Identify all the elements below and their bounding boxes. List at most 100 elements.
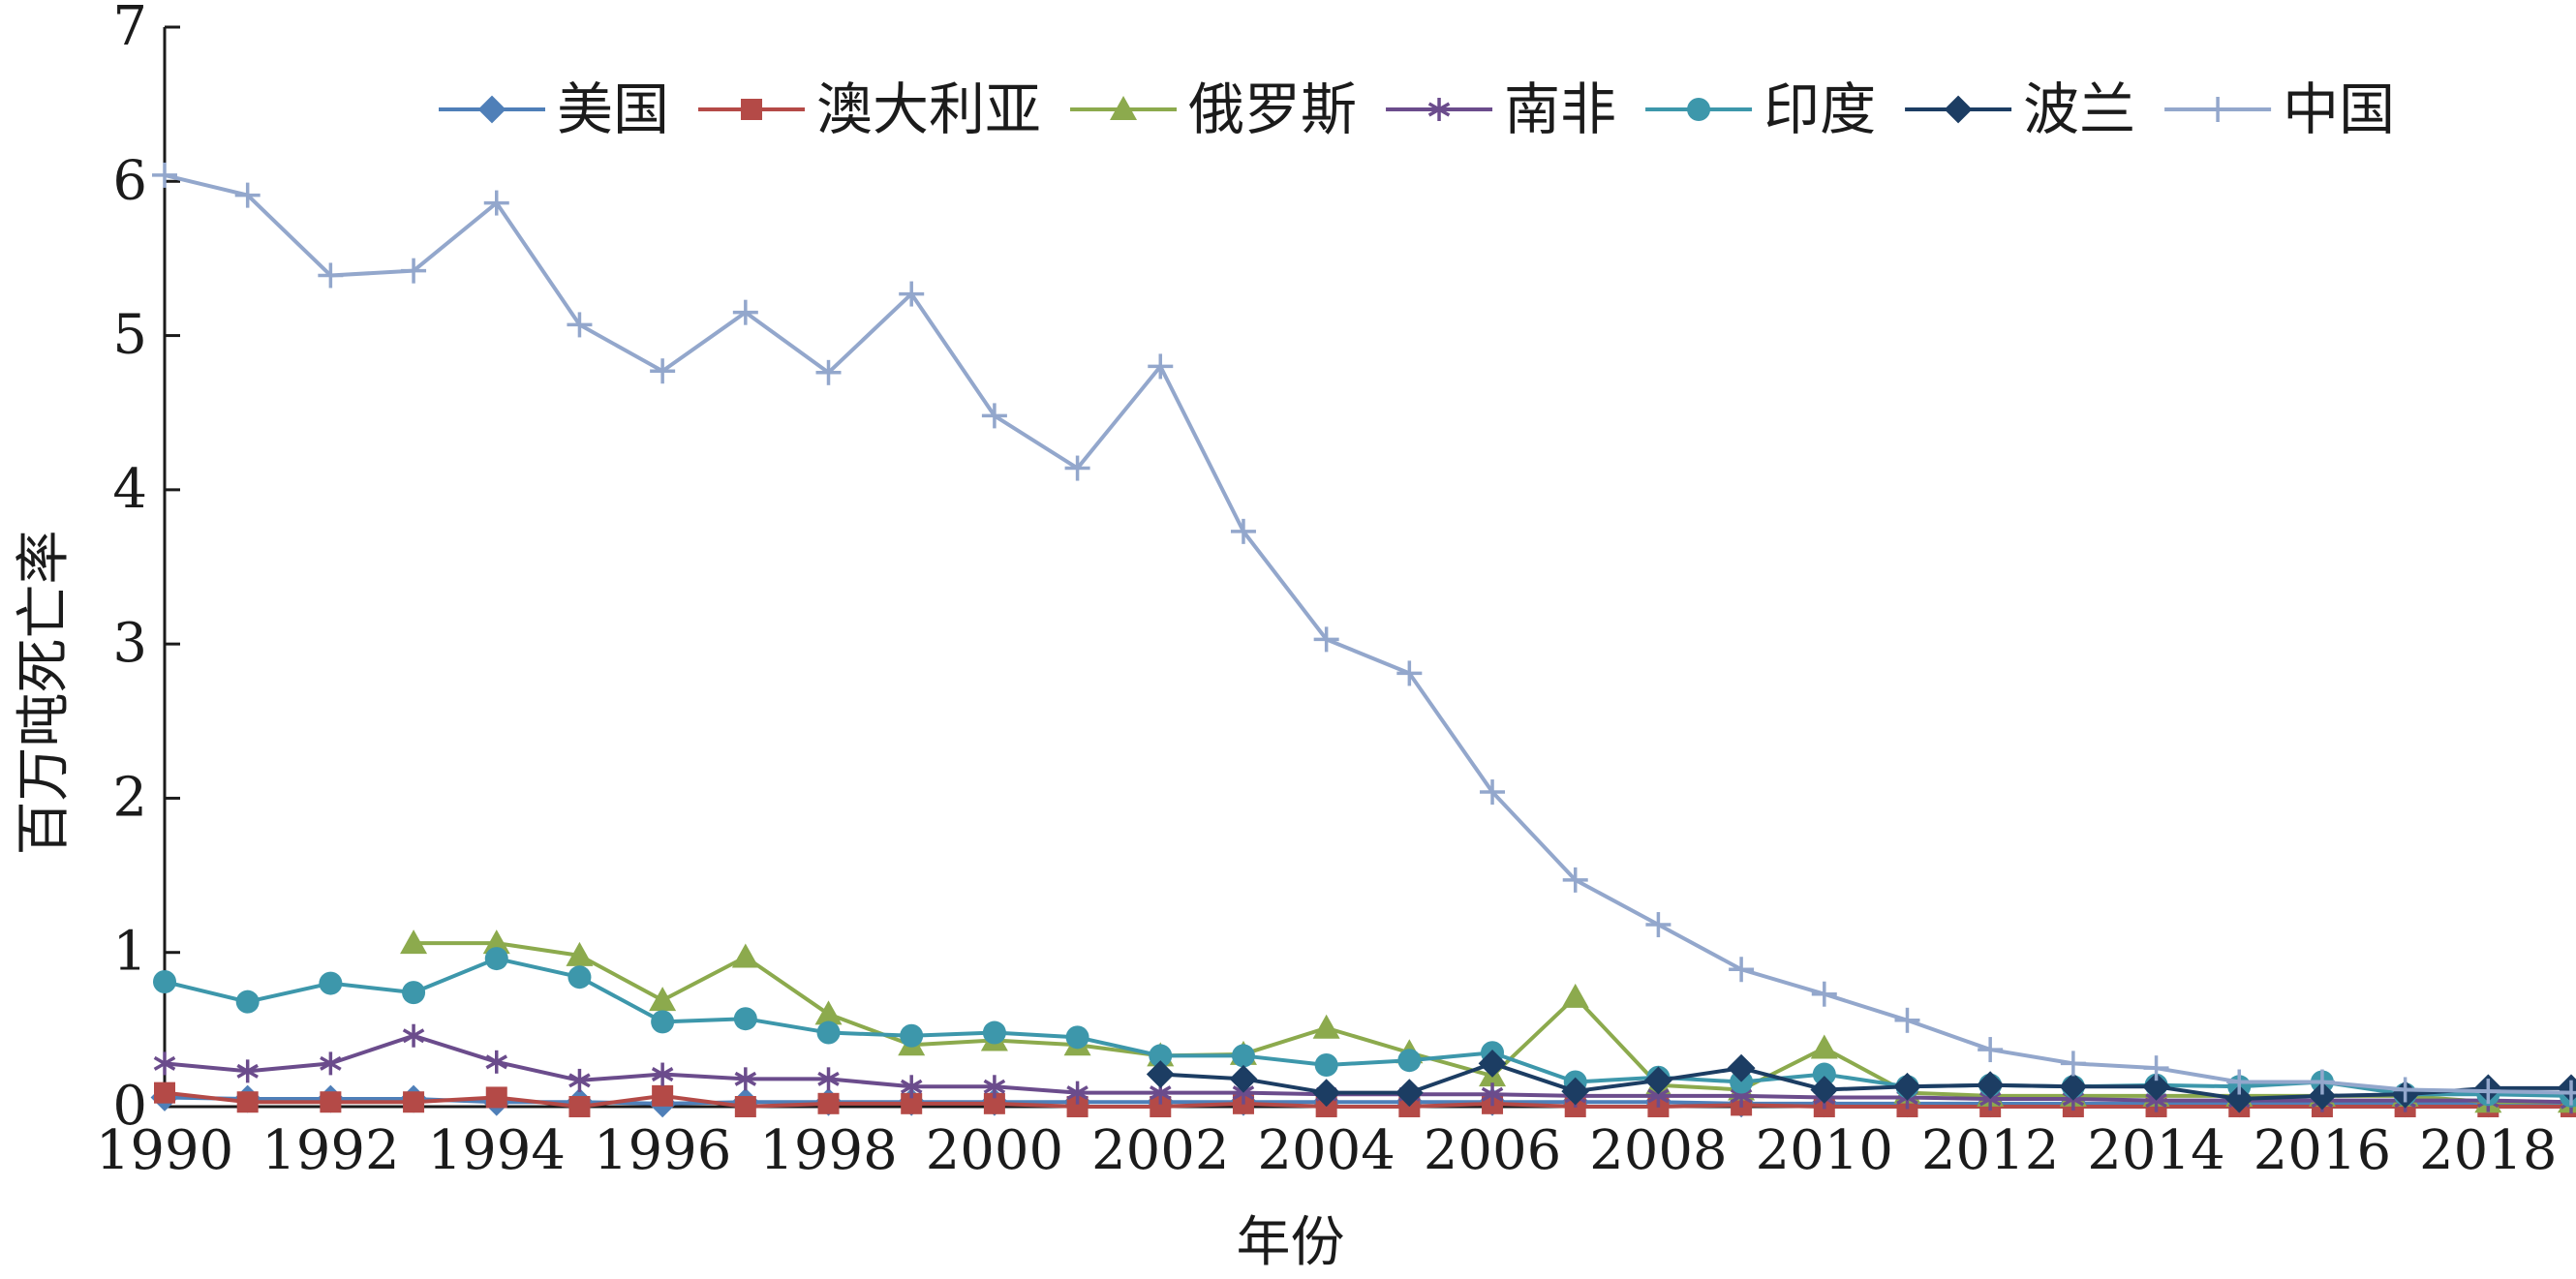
data-point <box>651 1010 675 1034</box>
data-point <box>2142 1072 2170 1101</box>
data-point <box>1480 779 1506 806</box>
data-point <box>2308 1081 2337 1111</box>
data-point <box>734 1067 757 1091</box>
data-point <box>318 262 344 289</box>
data-point <box>1312 1079 1341 1108</box>
data-point <box>153 1051 176 1076</box>
asterisk-marker-stroke <box>734 1071 757 1086</box>
asterisk-marker-stroke <box>1427 102 1451 117</box>
data-point <box>1727 1053 1756 1082</box>
data-point <box>817 1092 840 1114</box>
data-point <box>2224 1084 2254 1113</box>
legend-marker <box>1427 98 1451 121</box>
data-point <box>1396 660 1423 686</box>
series-line <box>164 1090 2571 1109</box>
data-point <box>1478 1049 1507 1078</box>
data-point <box>733 1007 757 1031</box>
asterisk-marker-stroke <box>651 1067 674 1082</box>
data-point <box>154 1081 175 1104</box>
y-tick-label: 7 <box>112 0 147 58</box>
x-tick-label: 2000 <box>926 1119 1064 1182</box>
data-point <box>1645 912 1671 938</box>
x-tick-label: 1994 <box>428 1119 567 1182</box>
legend-item: 中国 <box>2164 76 2395 142</box>
x-tick-label: 2014 <box>2087 1119 2225 1182</box>
legend-item: 南非 <box>1386 76 1616 142</box>
legend-marker <box>477 95 506 124</box>
series-line <box>164 172 2572 1095</box>
data-point <box>566 941 594 966</box>
data-point <box>402 981 426 1005</box>
data-point <box>2309 1069 2335 1095</box>
x-tick-label: 2004 <box>1257 1119 1395 1182</box>
data-point <box>403 1091 425 1113</box>
data-point <box>1978 1037 2004 1063</box>
data-point <box>732 299 758 325</box>
y-tick-label: 0 <box>112 1075 147 1138</box>
asterisk-marker-stroke <box>1647 1088 1670 1104</box>
data-point <box>482 929 510 955</box>
legend-label: 印度 <box>1763 76 1876 142</box>
data-point <box>817 1067 840 1091</box>
asterisk-marker-stroke <box>568 1073 591 1088</box>
legend-marker <box>1110 96 1138 120</box>
x-tick-label: 2002 <box>1091 1119 1230 1182</box>
data-point <box>483 190 509 216</box>
data-point <box>1561 983 1589 1008</box>
data-point <box>2475 1079 2501 1105</box>
data-point <box>568 1068 591 1092</box>
y-tick-label: 4 <box>112 458 147 521</box>
data-point <box>1231 1044 1255 1068</box>
legend-label: 澳大利亚 <box>816 76 1041 142</box>
legend-label: 中国 <box>2283 76 2395 142</box>
data-point <box>2060 1051 2086 1077</box>
legend-marker <box>741 99 763 120</box>
data-point <box>568 1096 591 1117</box>
data-point <box>1481 1082 1504 1107</box>
data-point <box>2143 1055 2169 1081</box>
data-point <box>1893 1072 1921 1101</box>
data-point <box>153 969 176 993</box>
data-point <box>1810 1076 1839 1104</box>
data-point <box>982 1020 1006 1045</box>
data-point <box>2559 1080 2576 1106</box>
data-point <box>649 987 677 1012</box>
data-point <box>1561 1077 1590 1106</box>
data-point <box>236 1059 259 1083</box>
data-point <box>983 1075 1006 1099</box>
data-point <box>652 1084 674 1107</box>
data-point <box>1066 1096 1089 1117</box>
legend-marker <box>1687 98 1711 121</box>
data-point <box>152 162 177 188</box>
data-point <box>567 312 593 338</box>
data-point <box>485 1050 508 1074</box>
data-point <box>2392 1077 2418 1103</box>
data-point <box>1810 1034 1838 1059</box>
data-point <box>899 281 925 307</box>
data-point <box>1149 1044 1173 1068</box>
legend-item: 波兰 <box>1905 76 2135 142</box>
asterisk-marker-stroke <box>153 1055 176 1071</box>
y-tick-label: 6 <box>112 149 147 212</box>
asterisk-marker-stroke <box>320 1055 342 1071</box>
data-point <box>1729 957 1755 983</box>
data-point <box>1230 518 1256 544</box>
data-point <box>1313 626 1339 653</box>
asterisk-marker-stroke <box>1150 1085 1172 1101</box>
x-tick-label: 2018 <box>2419 1119 2558 1182</box>
legend-label: 南非 <box>1504 76 1616 142</box>
y-tick-label: 2 <box>112 766 147 829</box>
data-point <box>1150 1096 1172 1117</box>
data-point <box>484 947 508 971</box>
series-5 <box>153 947 2576 1108</box>
data-point <box>814 1000 843 1025</box>
data-point <box>1894 1007 1920 1033</box>
x-tick-label: 2016 <box>2254 1119 2392 1182</box>
data-point <box>1065 1025 1089 1050</box>
data-point <box>1976 1071 2005 1100</box>
asterisk-marker-stroke <box>817 1071 840 1086</box>
x-tick-label: 2008 <box>1589 1119 1728 1182</box>
legend-label: 俄罗斯 <box>1188 76 1357 142</box>
